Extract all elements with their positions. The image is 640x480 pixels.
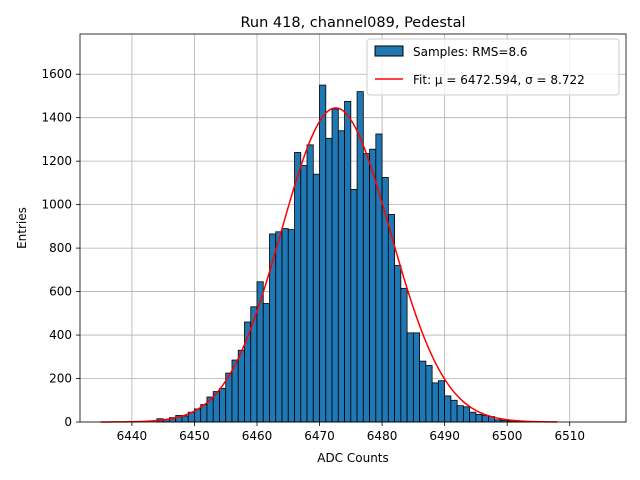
histogram-bar bbox=[481, 415, 489, 423]
histogram-bar bbox=[406, 332, 414, 423]
x-axis-ticks: 6440 6450 6460 6470 6480 6490 6500 6510 bbox=[117, 422, 585, 443]
histogram-bar bbox=[375, 133, 383, 423]
histogram-bar bbox=[319, 84, 327, 423]
y-tick-label: 600 bbox=[49, 285, 72, 299]
legend-label-fit: Fit: μ = 6472.594, σ = 8.722 bbox=[413, 73, 585, 87]
histogram-bar bbox=[356, 91, 364, 423]
y-tick-label: 1400 bbox=[41, 111, 72, 125]
x-tick-label: 6460 bbox=[242, 429, 273, 443]
histogram-bar bbox=[325, 137, 333, 423]
histogram-bar bbox=[412, 332, 421, 423]
y-tick-label: 1200 bbox=[41, 154, 72, 168]
y-tick-label: 1000 bbox=[41, 198, 72, 212]
histogram-bar bbox=[431, 382, 439, 423]
y-tick-label: 1600 bbox=[41, 67, 72, 81]
histogram-bar bbox=[437, 380, 446, 423]
histogram-bar bbox=[300, 165, 308, 423]
legend-bar-swatch bbox=[374, 45, 404, 57]
legend-label-samples: Samples: RMS=8.6 bbox=[413, 45, 528, 59]
histogram-bar bbox=[350, 189, 358, 423]
histogram-bar bbox=[281, 228, 289, 423]
x-tick-label: 6480 bbox=[367, 429, 398, 443]
y-tick-label: 800 bbox=[49, 241, 72, 255]
histogram-bar bbox=[369, 148, 377, 423]
legend-box bbox=[366, 38, 620, 96]
histogram-bar bbox=[444, 395, 452, 423]
histogram-bar bbox=[362, 153, 370, 423]
histogram-bar bbox=[337, 130, 345, 423]
y-tick-label: 400 bbox=[49, 328, 72, 342]
histogram-bar bbox=[181, 415, 189, 423]
histogram-bar bbox=[450, 399, 458, 423]
histogram-bar bbox=[419, 360, 427, 423]
legend: Samples: RMS=8.6 Fit: μ = 6472.594, σ = … bbox=[366, 38, 620, 96]
chart-title: Run 418, channel089, Pedestal bbox=[240, 15, 465, 31]
y-axis-ticks: 0 200 400 600 800 1000 1200 1400 1600 bbox=[41, 67, 80, 429]
y-tick-label: 200 bbox=[49, 372, 72, 386]
histogram-bars bbox=[156, 84, 533, 423]
x-tick-label: 6450 bbox=[179, 429, 210, 443]
histogram-bar bbox=[344, 100, 352, 423]
histogram-bar bbox=[469, 411, 477, 423]
plot-frame bbox=[79, 33, 627, 423]
histogram-bar bbox=[287, 229, 295, 423]
histogram-bar bbox=[219, 387, 227, 423]
histogram-bar bbox=[394, 265, 402, 423]
histogram-bar bbox=[312, 173, 320, 423]
histogram-bar bbox=[456, 405, 464, 423]
y-axis-title: Entries bbox=[15, 207, 29, 249]
histogram-bar bbox=[294, 152, 302, 423]
x-tick-label: 6440 bbox=[117, 429, 148, 443]
fit-curve bbox=[100, 107, 558, 423]
x-tick-label: 6500 bbox=[492, 429, 523, 443]
histogram-bar bbox=[275, 231, 283, 423]
x-axis-title: ADC Counts bbox=[317, 451, 389, 465]
histogram-bar bbox=[425, 365, 433, 423]
x-tick-label: 6470 bbox=[304, 429, 335, 443]
histogram-bar bbox=[237, 349, 245, 423]
y-tick-label: 0 bbox=[64, 415, 72, 429]
histogram-bar bbox=[306, 144, 314, 423]
histogram-bar bbox=[262, 303, 270, 423]
x-tick-label: 6490 bbox=[429, 429, 460, 443]
histogram-bar bbox=[400, 287, 408, 423]
histogram-bar bbox=[475, 413, 483, 423]
histogram-bar bbox=[331, 108, 339, 423]
x-tick-label: 6510 bbox=[554, 429, 585, 443]
histogram-bar bbox=[462, 406, 471, 423]
